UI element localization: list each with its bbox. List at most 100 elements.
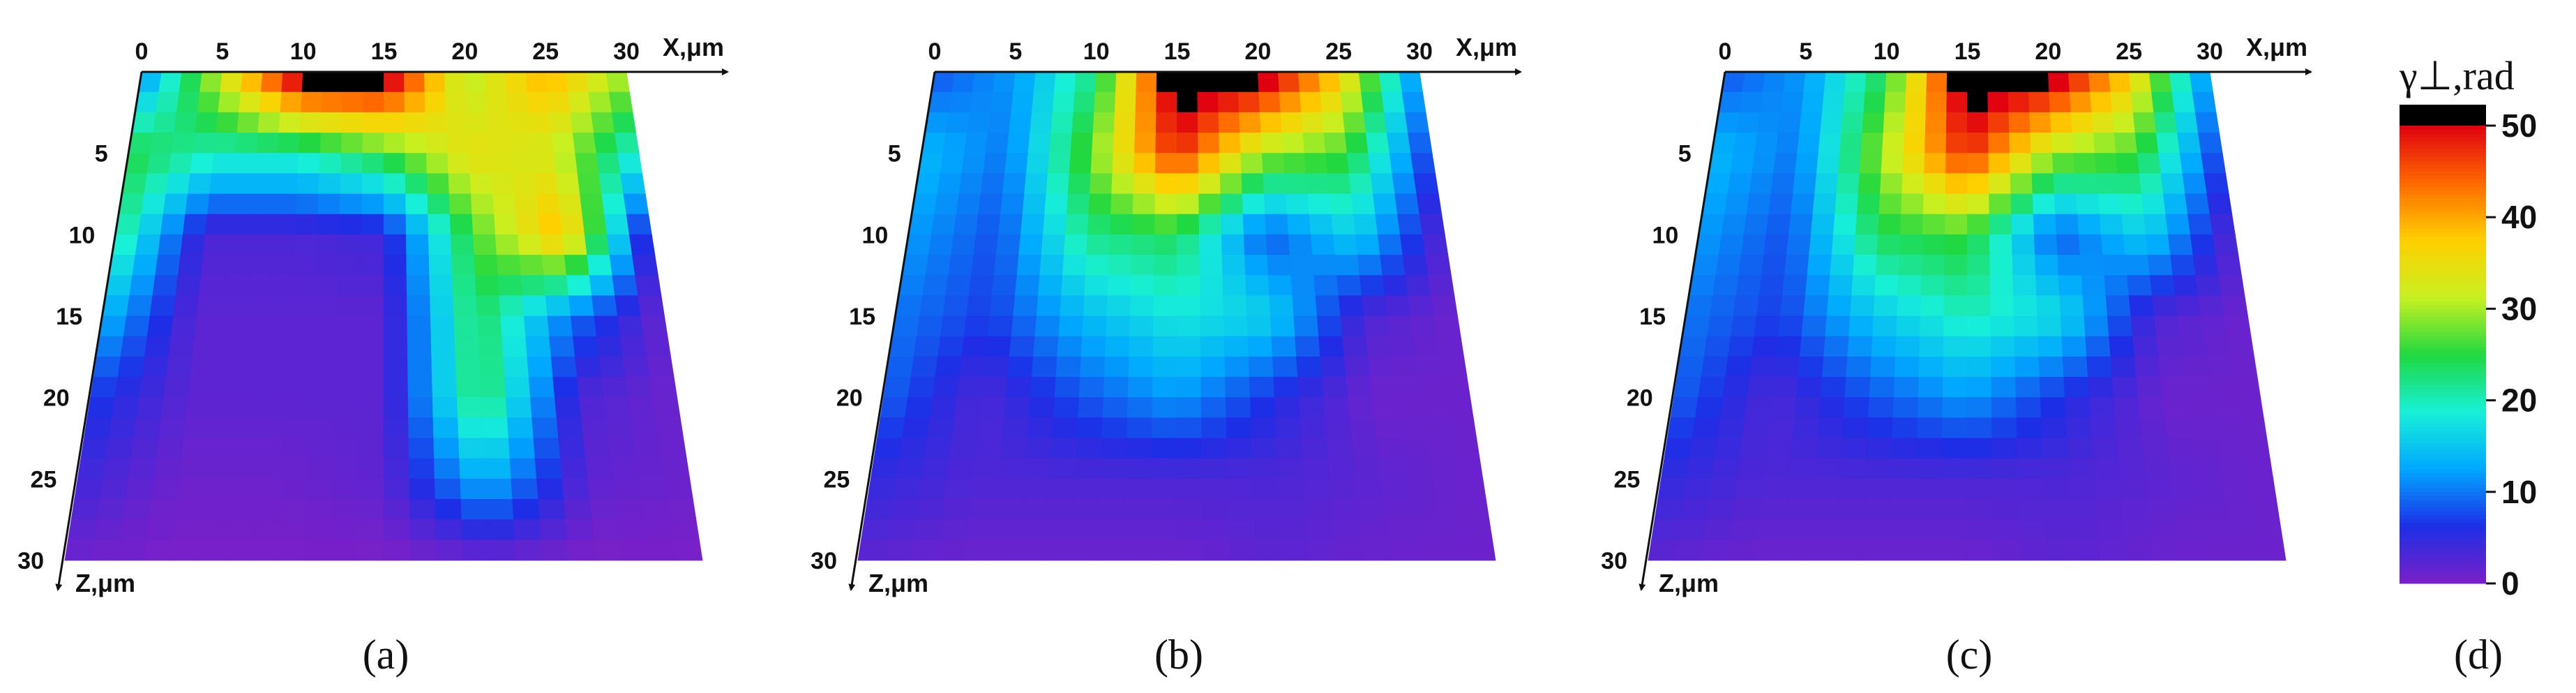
heatmap-cell bbox=[279, 499, 307, 521]
heatmap-cell bbox=[1865, 458, 1892, 479]
heatmap-cell bbox=[383, 336, 408, 357]
heatmap-cell bbox=[2177, 539, 2207, 561]
heatmap-cell bbox=[963, 539, 993, 561]
heatmap-cell bbox=[1698, 377, 1726, 398]
heatmap-cell bbox=[953, 214, 979, 235]
heatmap-cell bbox=[1203, 539, 1230, 561]
heatmap-cell bbox=[2174, 112, 2199, 133]
heatmap-cell bbox=[2204, 173, 2229, 195]
z-axis-label: Z,μm bbox=[868, 569, 928, 597]
heatmap-cell bbox=[1221, 234, 1245, 255]
heatmap-cell bbox=[610, 458, 640, 479]
heatmap-cell bbox=[1987, 71, 2009, 93]
heatmap-cell bbox=[383, 519, 411, 541]
heatmap-cell bbox=[362, 112, 384, 133]
heatmap-cell bbox=[130, 438, 160, 459]
heatmap-cell bbox=[464, 71, 487, 93]
heatmap-cell bbox=[383, 539, 411, 561]
heatmap-cell bbox=[1028, 397, 1055, 419]
heatmap-cell bbox=[2127, 275, 2153, 297]
heatmap-cell bbox=[1378, 71, 1403, 93]
heatmap-cell bbox=[564, 499, 593, 521]
heatmap-cell bbox=[1154, 255, 1177, 276]
heatmap-cell bbox=[2043, 478, 2071, 500]
heatmap-cell bbox=[446, 112, 469, 133]
z-tick-label: 30 bbox=[811, 548, 837, 574]
colorbar-strip bbox=[2400, 331, 2486, 336]
heatmap-cell bbox=[1074, 458, 1101, 479]
heatmap-cell bbox=[361, 255, 384, 276]
heatmap-cell bbox=[655, 417, 684, 439]
heatmap-cell bbox=[199, 519, 228, 541]
heatmap-cell bbox=[485, 91, 509, 113]
heatmap-cell bbox=[552, 377, 580, 398]
heatmap-cell bbox=[1313, 275, 1339, 297]
heatmap-cell bbox=[2123, 519, 2152, 541]
heatmap-cell bbox=[1176, 173, 1200, 195]
heatmap-cell bbox=[890, 499, 920, 521]
heatmap-cell bbox=[1222, 275, 1247, 297]
heatmap-cell bbox=[173, 295, 199, 317]
heatmap-cell bbox=[1756, 112, 1782, 133]
heatmap-cell bbox=[504, 71, 528, 93]
heatmap-cell bbox=[1365, 133, 1390, 154]
heatmap-cell bbox=[459, 458, 486, 479]
heatmap-cell bbox=[2130, 91, 2155, 113]
heatmap-cell bbox=[1135, 91, 1157, 113]
heatmap-cell bbox=[240, 336, 266, 357]
heatmap-cell bbox=[589, 499, 619, 521]
heatmap-cell bbox=[1466, 539, 1496, 561]
heatmap-cell bbox=[2247, 478, 2277, 500]
heatmap-cell bbox=[249, 214, 274, 235]
heatmap-cell bbox=[2070, 112, 2094, 133]
heatmap-cell bbox=[1714, 438, 1743, 459]
heatmap-cell bbox=[534, 173, 559, 195]
heatmap-cell bbox=[1451, 438, 1480, 459]
colorbar-strip bbox=[2400, 159, 2486, 165]
heatmap-cell bbox=[2054, 193, 2078, 215]
heatmap-cell bbox=[1351, 438, 1380, 459]
heatmap-cell bbox=[160, 397, 189, 419]
colorbar-strip bbox=[2400, 491, 2486, 496]
heatmap-cell bbox=[538, 214, 563, 235]
heatmap-cell bbox=[1443, 377, 1471, 398]
heatmap-cell bbox=[408, 417, 435, 439]
heatmap-cell bbox=[425, 153, 449, 174]
heatmap-cell bbox=[2077, 214, 2102, 235]
colorbar-strip bbox=[2400, 281, 2486, 287]
heatmap-cell bbox=[587, 255, 613, 276]
heatmap-cell bbox=[2097, 519, 2125, 541]
heatmap-cell bbox=[1242, 214, 1267, 235]
heatmap-cell bbox=[577, 377, 604, 398]
heatmap-cell bbox=[1887, 539, 1915, 561]
heatmap-cell bbox=[165, 356, 193, 378]
heatmap-cell bbox=[466, 112, 490, 133]
colorbar-strip bbox=[2400, 205, 2486, 210]
heatmap-cell bbox=[1892, 417, 1918, 439]
heatmap-cell bbox=[1292, 295, 1318, 317]
heatmap-cell bbox=[1365, 336, 1393, 357]
heatmap-cell bbox=[1106, 295, 1131, 317]
heatmap-cell bbox=[2119, 193, 2144, 215]
heatmap-cell bbox=[192, 336, 219, 357]
heatmap-cell bbox=[1920, 295, 1945, 317]
heatmap-cell bbox=[1792, 417, 1820, 439]
heatmap-cell bbox=[211, 153, 236, 174]
heatmap-cell bbox=[2093, 133, 2117, 154]
heatmap-cell bbox=[406, 255, 430, 276]
heatmap-cell bbox=[1049, 133, 1073, 154]
heatmap-cell bbox=[641, 499, 671, 521]
heatmap-cell bbox=[1131, 255, 1155, 276]
colorbar-strip bbox=[2400, 190, 2486, 195]
heatmap-cell bbox=[1295, 336, 1321, 357]
heatmap-cell bbox=[883, 377, 912, 398]
heatmap-cell bbox=[232, 153, 257, 174]
heatmap-cell bbox=[1127, 417, 1153, 439]
heatmap-cell bbox=[1361, 295, 1388, 317]
heatmap-cell bbox=[455, 356, 481, 378]
heatmap-cell bbox=[1431, 295, 1458, 317]
heatmap-cell bbox=[276, 153, 299, 174]
heatmap-cell bbox=[601, 193, 627, 215]
z-tick-label: 20 bbox=[1627, 385, 1653, 412]
heatmap-cell bbox=[983, 356, 1010, 378]
